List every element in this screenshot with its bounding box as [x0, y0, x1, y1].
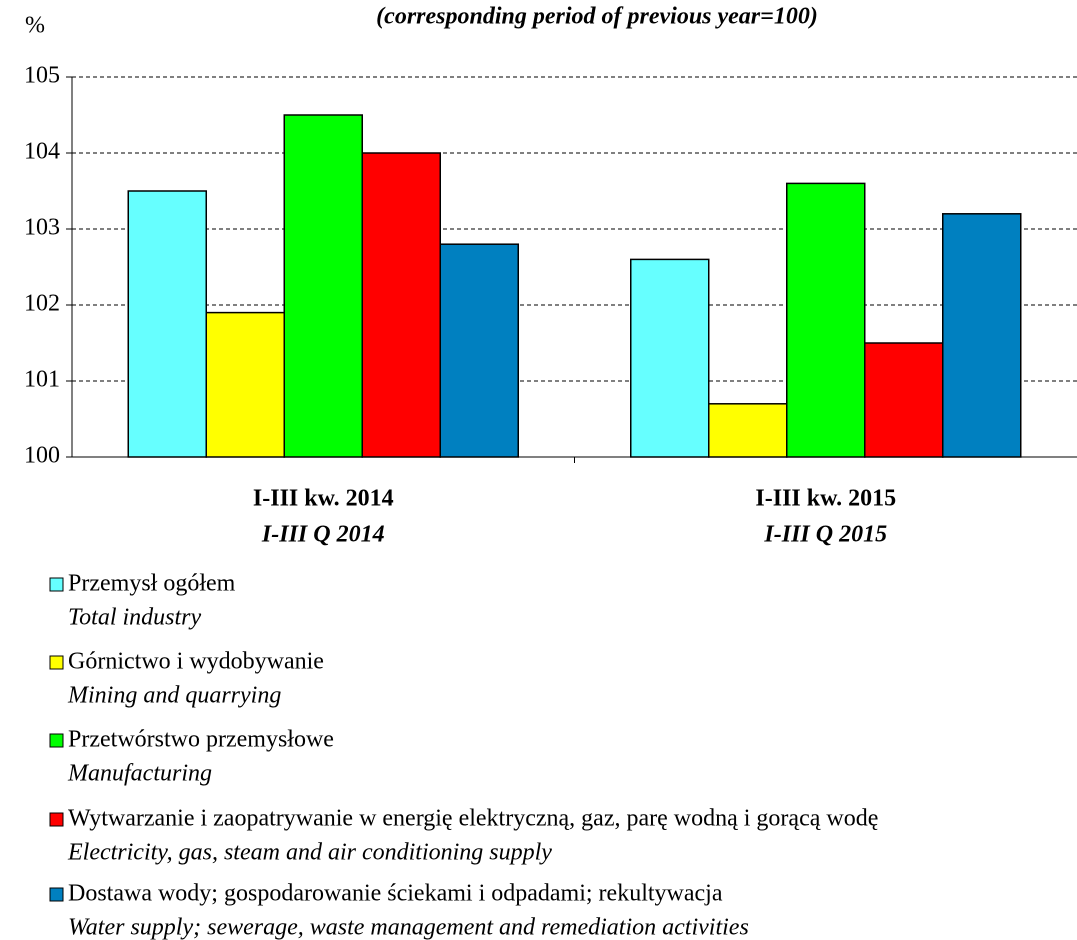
legend-label: Dostawa wody; gospodarowanie ściekami i … — [68, 881, 723, 907]
legend-swatch — [49, 577, 64, 592]
legend-label-en: Mining and quarrying — [67, 683, 281, 709]
y-tick-label: 105 — [24, 63, 60, 89]
legend-label-en: Manufacturing — [67, 761, 212, 787]
bar — [127, 190, 207, 458]
legend-label-en: Water supply; sewerage, waste management… — [68, 915, 749, 940]
x-tick-label-en: I-III Q 2014 — [261, 522, 385, 548]
bar — [708, 403, 788, 458]
y-tick-label: 104 — [24, 139, 60, 165]
legend-swatch — [49, 655, 64, 670]
legend-label: Przemysł ogółem — [68, 571, 236, 597]
bar — [439, 243, 519, 458]
legend-label: Wytwarzanie i zaopatrywanie w energię el… — [68, 806, 878, 832]
bar — [864, 342, 944, 458]
bar — [942, 213, 1022, 458]
x-tick-label: I-III kw. 2014 — [253, 486, 394, 512]
legend-swatch — [49, 812, 64, 827]
legend-label: Przetwórstwo przemysłowe — [68, 727, 334, 753]
y-tick-label: 100 — [24, 443, 60, 469]
bar — [283, 114, 363, 458]
legend-label-en: Electricity, gas, steam and air conditio… — [67, 840, 552, 866]
y-tick-label: 103 — [24, 215, 60, 241]
legend-label: Górnictwo i wydobywanie — [68, 649, 324, 675]
bar — [361, 152, 441, 458]
bar — [630, 258, 710, 458]
x-tick-label: I-III kw. 2015 — [755, 486, 896, 512]
legend-swatch — [49, 887, 64, 902]
chart-subtitle: (corresponding period of previous year=1… — [376, 4, 818, 30]
y-tick-label: 102 — [24, 291, 60, 317]
y-unit: % — [25, 13, 45, 39]
y-tick-label: 101 — [24, 367, 60, 393]
bar — [205, 311, 285, 458]
bar — [786, 182, 866, 458]
legend-label-en: Total industry — [68, 605, 201, 631]
legend-swatch — [49, 733, 64, 748]
x-tick-label-en: I-III Q 2015 — [763, 522, 887, 548]
